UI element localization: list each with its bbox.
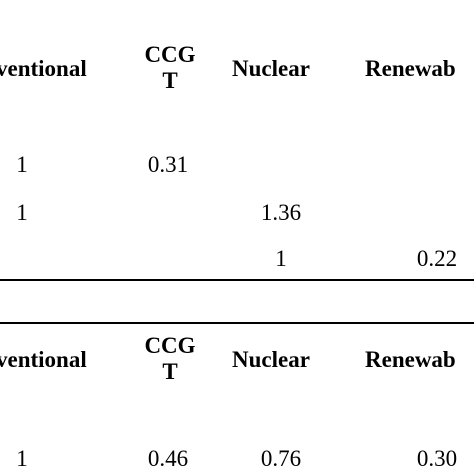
header-ccgt: CCG T <box>130 42 210 94</box>
header-ccgt-line1: CCG <box>144 333 196 358</box>
header-ccgt-line1: CCG <box>144 42 196 67</box>
table-2-top-rule <box>0 322 474 324</box>
table-cell: 0.76 <box>260 446 302 471</box>
table-cell: 1 <box>16 200 28 225</box>
header-conventional: ventional <box>0 347 87 372</box>
table-cell: 1 <box>275 246 287 271</box>
header-renewable: Renewab <box>365 56 456 81</box>
table-cell: 1 <box>16 446 28 471</box>
table-cell: 0.22 <box>416 246 458 271</box>
header-ccgt: CCG T <box>130 333 210 385</box>
header-conventional: ventional <box>0 56 87 81</box>
table-cell: 0.30 <box>416 446 458 471</box>
table-cell: 1.36 <box>260 200 302 225</box>
header-ccgt-line2: T <box>162 68 178 93</box>
header-ccgt-line2: T <box>162 359 178 384</box>
table-cell: 1 <box>16 152 28 177</box>
table-cell: 0.31 <box>147 152 189 177</box>
header-renewable: Renewab <box>365 347 456 372</box>
header-nuclear: Nuclear <box>232 347 310 372</box>
table-1-bottom-rule <box>0 279 474 281</box>
table-cell: 0.46 <box>147 446 189 471</box>
header-nuclear: Nuclear <box>232 56 310 81</box>
